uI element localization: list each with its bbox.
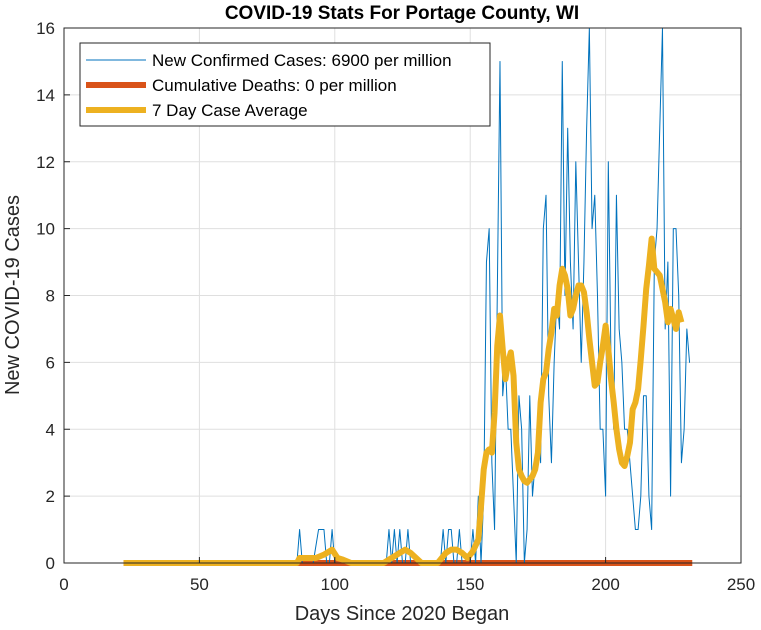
legend: New Confirmed Cases: 6900 per million Cum… xyxy=(79,42,491,127)
legend-label: New Confirmed Cases: 6900 per million xyxy=(152,51,452,70)
legend-label: 7 Day Case Average xyxy=(152,101,308,120)
y-tick-label: 4 xyxy=(46,420,55,439)
y-tick-label: 6 xyxy=(46,353,55,372)
y-tick-label: 14 xyxy=(36,86,55,105)
y-tick-label: 12 xyxy=(36,153,55,172)
x-tick-label: 200 xyxy=(591,575,619,594)
x-tick-label: 0 xyxy=(59,575,68,594)
legend-label: Cumulative Deaths: 0 per million xyxy=(152,76,397,95)
x-tick-label: 250 xyxy=(727,575,755,594)
y-tick-label: 2 xyxy=(46,487,55,506)
y-tick-label: 10 xyxy=(36,220,55,239)
x-tick-label: 150 xyxy=(456,575,484,594)
y-axis-title: New COVID-19 Cases xyxy=(2,195,24,395)
chart-title: COVID-19 Stats For Portage County, WI xyxy=(225,3,579,24)
axis-ticks: 0 50 100 150 200 250 0 2 4 6 8 10 12 14 16 xyxy=(36,19,755,594)
legend-box xyxy=(79,42,491,127)
y-tick-label: 8 xyxy=(46,287,55,306)
x-tick-label: 50 xyxy=(190,575,209,594)
x-axis-title: Days Since 2020 Began xyxy=(295,603,510,625)
y-tick-label: 0 xyxy=(46,554,55,573)
x-tick-label: 100 xyxy=(321,575,349,594)
y-tick-label: 16 xyxy=(36,19,55,38)
